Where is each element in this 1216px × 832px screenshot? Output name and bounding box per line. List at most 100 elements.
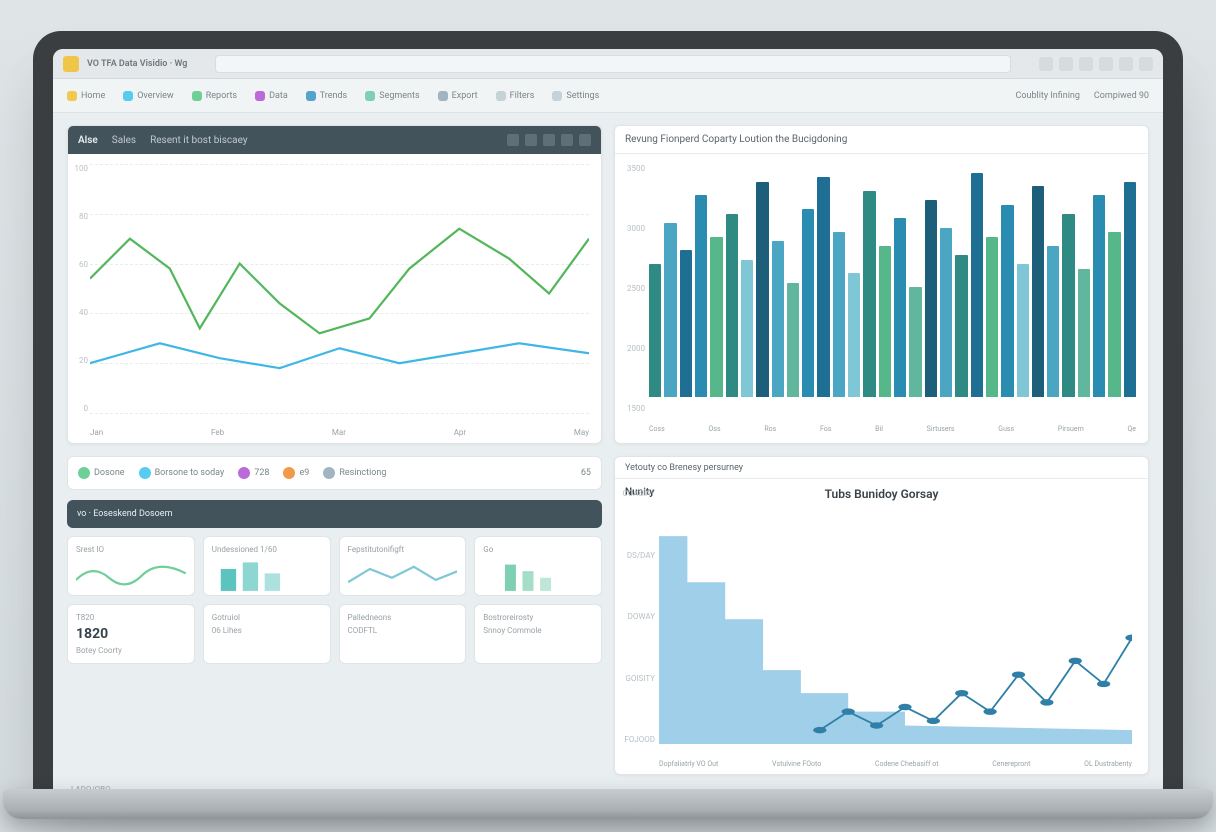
area-subtitle: Yetouty co Brenesy persurney xyxy=(625,463,743,473)
stat-dot-icon xyxy=(283,467,295,479)
mini-container: vo · Eoseskend Dosoem Srest IOUndessione… xyxy=(67,500,602,775)
toolbar-right-label: Compiwed 90 xyxy=(1094,91,1149,101)
mini-card[interactable]: Fepstitutonifigft xyxy=(339,536,467,596)
toolbar-item[interactable]: Filters xyxy=(496,91,535,101)
mini-card[interactable]: PalledneonsCODFTL xyxy=(339,604,467,664)
bar xyxy=(1093,195,1105,397)
bar xyxy=(695,195,707,397)
browser-chrome: VO TFA Data Visidio · Wg xyxy=(53,49,1163,79)
chrome-icon[interactable] xyxy=(1139,57,1153,71)
bar xyxy=(1001,205,1013,397)
bar xyxy=(741,260,753,397)
toolbar-dot-icon xyxy=(255,91,265,101)
bar-chart-title: Revung Fionperd Coparty Loution the Buci… xyxy=(625,134,847,145)
line-panel-tab[interactable]: Sales xyxy=(112,135,136,146)
bar xyxy=(772,241,784,397)
bar xyxy=(1047,246,1059,397)
bar xyxy=(756,182,768,397)
stat-item[interactable]: 728 xyxy=(238,467,269,479)
bar xyxy=(1032,186,1044,397)
mini-card[interactable]: Gotruiol06 Lihes xyxy=(203,604,331,664)
line-panel-header: Alse Sales Resent it bost biscaey xyxy=(68,126,601,154)
bar xyxy=(863,191,875,397)
mini-card[interactable]: Go xyxy=(474,536,602,596)
bar-chart-panel: Revung Fionperd Coparty Loution the Buci… xyxy=(614,125,1149,444)
chrome-icon[interactable] xyxy=(1119,57,1133,71)
sparkline xyxy=(212,558,322,586)
toolbar-dot-icon xyxy=(67,91,77,101)
toolbar-item[interactable]: Data xyxy=(255,91,288,101)
stats-stack: Dosone Borsone to soday 728 e9 Resinctiong 65… xyxy=(67,456,602,775)
stat-item[interactable]: Dosone xyxy=(78,467,125,479)
bar xyxy=(986,237,998,397)
screen: VO TFA Data Visidio · Wg Home Overview Rep… xyxy=(53,49,1163,801)
bar xyxy=(879,246,891,397)
stat-item[interactable]: e9 xyxy=(283,467,309,479)
toolbar-item[interactable]: Overview xyxy=(123,91,173,101)
toggle-icon[interactable] xyxy=(525,134,537,146)
toolbar-item[interactable]: Export xyxy=(438,91,478,101)
bar xyxy=(726,214,738,397)
toolbar-item[interactable]: Settings xyxy=(552,91,599,101)
toolbar-item[interactable]: Reports xyxy=(192,91,237,101)
main-toolbar: Home Overview Reports Data Trends Segments Exp… xyxy=(53,79,1163,113)
bar xyxy=(1078,269,1090,397)
toggle-icon[interactable] xyxy=(579,134,591,146)
toolbar-dot-icon xyxy=(306,91,316,101)
toolbar-dot-icon xyxy=(496,91,506,101)
stat-item[interactable]: Resinctiong xyxy=(323,467,386,479)
line-chart-panel: AlseSalesResent it bost biscaey 10080604… xyxy=(67,125,602,444)
line-panel-tab[interactable]: Resent it bost biscaey xyxy=(150,135,247,146)
sparkline xyxy=(483,558,593,586)
line-chart-svg xyxy=(90,164,589,413)
bar xyxy=(1124,182,1136,397)
chrome-icon[interactable] xyxy=(1059,57,1073,71)
laptop-base xyxy=(3,789,1213,819)
toggle-icon[interactable] xyxy=(561,134,573,146)
sparkline xyxy=(348,558,458,586)
bar-panel-header: Revung Fionperd Coparty Loution the Buci… xyxy=(615,126,1148,154)
app-logo-icon xyxy=(63,56,79,72)
area-chart-svg xyxy=(659,513,1132,744)
bar xyxy=(664,223,676,397)
sparkline xyxy=(76,558,186,586)
laptop-frame: VO TFA Data Visidio · Wg Home Overview Rep… xyxy=(33,31,1183,801)
mini-card[interactable]: BostroreirostySnnoy Commole xyxy=(474,604,602,664)
bar xyxy=(680,250,692,397)
window-title: VO TFA Data Visidio · Wg xyxy=(87,59,187,69)
stat-dot-icon xyxy=(238,467,250,479)
toolbar-dot-icon xyxy=(123,91,133,101)
chrome-right-icons xyxy=(1039,57,1153,71)
chrome-icon[interactable] xyxy=(1039,57,1053,71)
stat-dot-icon xyxy=(139,467,151,479)
stat-item[interactable]: Borsone to soday xyxy=(139,467,225,479)
stat-strip-right: 65 xyxy=(581,468,591,478)
toggle-icon[interactable] xyxy=(507,134,519,146)
bar xyxy=(940,228,952,397)
bar xyxy=(955,255,967,397)
bar xyxy=(894,218,906,397)
bar xyxy=(1062,214,1074,397)
line-panel-tab[interactable]: Alse xyxy=(78,135,98,146)
stat-strip: Dosone Borsone to soday 728 e9 Resinctiong 65 xyxy=(67,456,602,490)
chrome-icon[interactable] xyxy=(1079,57,1093,71)
toolbar-item[interactable]: Trends xyxy=(306,91,347,101)
area-title: Tubs Bunidoy Gorsay xyxy=(615,487,1148,501)
toolbar-item[interactable]: Home xyxy=(67,91,105,101)
mini-cards-grid: Srest IOUndessioned 1/60Fepstitutonifigf… xyxy=(67,536,602,664)
toolbar-right-label: Coublity Infining xyxy=(1016,91,1080,101)
mini-card[interactable]: Undessioned 1/60 xyxy=(203,536,331,596)
toggle-icon[interactable] xyxy=(543,134,555,146)
bar xyxy=(1108,232,1120,397)
mini-header: vo · Eoseskend Dosoem xyxy=(67,500,602,528)
chrome-icon[interactable] xyxy=(1099,57,1113,71)
toolbar-item[interactable]: Segments xyxy=(365,91,419,101)
address-bar[interactable] xyxy=(215,55,1011,73)
mini-card[interactable]: Srest IO xyxy=(67,536,195,596)
toolbar-dot-icon xyxy=(192,91,202,101)
bar-chart-body: 35003000250020001500 CossOssRosFosBilSir… xyxy=(615,154,1148,443)
bar xyxy=(971,173,983,397)
dashboard-grid: AlseSalesResent it bost biscaey 10080604… xyxy=(53,113,1163,783)
mini-card[interactable]: T8201820Botey Coorty xyxy=(67,604,195,664)
toolbar-dot-icon xyxy=(438,91,448,101)
